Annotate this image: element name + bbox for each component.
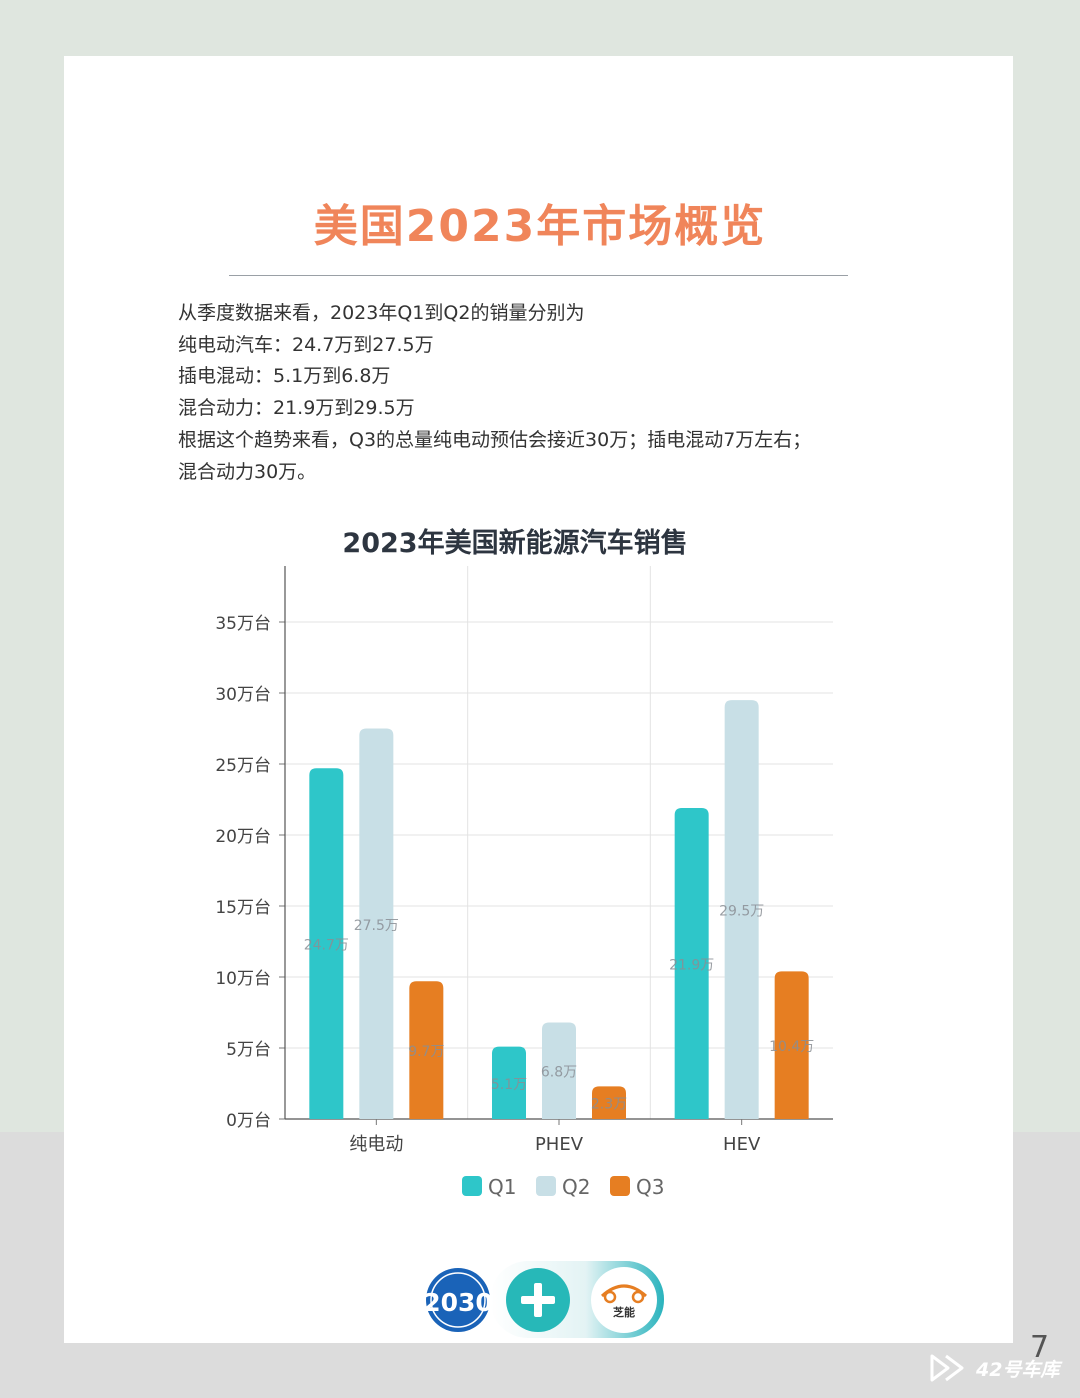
- title-divider: [229, 275, 848, 276]
- 2030-logo-icon: 2030: [423, 1268, 493, 1332]
- bar-q2: [542, 1022, 576, 1119]
- legend-label-q1: Q1: [488, 1175, 516, 1199]
- legend-swatch-q3: [610, 1176, 630, 1196]
- x-tick-label: HEV: [723, 1134, 761, 1155]
- bar-value-label: 24.7万: [304, 938, 349, 954]
- y-tick-label: 20万台: [215, 827, 271, 847]
- y-tick-label: 30万台: [215, 685, 271, 705]
- car-brand-logo-text: 芝能: [613, 1305, 635, 1319]
- intro-line: 插电混动：5.1万到6.8万: [178, 365, 391, 388]
- intro-text: 从季度数据来看，2023年Q1到Q2的销量分别为 纯电动汽车：24.7万到27.…: [178, 298, 898, 488]
- bar-q1: [492, 1046, 526, 1119]
- legend-label-q3: Q3: [636, 1175, 664, 1199]
- legend-swatch-q1: [462, 1176, 482, 1196]
- legend-swatch-q2: [536, 1176, 556, 1196]
- intro-line: 根据这个趋势来看，Q3的总量纯电动预估会接近30万；插电混动7万左右；: [178, 428, 812, 451]
- y-tick-label: 0万台: [226, 1111, 271, 1131]
- bar-chart: 2023年美国新能源汽车销售 0万台 5万台 10万台 15万台 20万台 25万台 30万台…: [215, 527, 833, 1199]
- page-card: [64, 56, 1013, 1343]
- watermark-logo-icon: [930, 1354, 964, 1382]
- page-title: 美国2023年市场概览: [313, 201, 767, 252]
- intro-line: 混合动力30万。: [178, 460, 317, 483]
- x-tick-label: 纯电动: [349, 1134, 403, 1155]
- bar-value-label: 21.9万: [669, 958, 714, 974]
- bar-value-label: 10.4万: [769, 1039, 814, 1055]
- 2030-logo-text: 2030: [423, 1288, 493, 1317]
- bar-q3: [592, 1086, 626, 1119]
- bar-value-label: 27.5万: [354, 918, 399, 934]
- bar-q1: [674, 808, 709, 1119]
- bar-q2: [724, 700, 759, 1119]
- bar-value-label: 29.5万: [719, 904, 764, 920]
- bar-value-label: 6.8万: [541, 1065, 577, 1081]
- plus-icon: [506, 1268, 570, 1332]
- intro-line: 纯电动汽车：24.7万到27.5万: [178, 333, 434, 356]
- watermark-text: 42号车库: [976, 1358, 1060, 1381]
- y-tick-label: 35万台: [215, 614, 271, 634]
- bar-value-label: 5.1万: [491, 1077, 527, 1093]
- bar-q1: [309, 768, 344, 1119]
- bar-value-label: 9.7万: [408, 1044, 444, 1060]
- bar-q3: [409, 981, 444, 1119]
- intro-line: 从季度数据来看，2023年Q1到Q2的销量分别为: [178, 302, 585, 324]
- y-tick-label: 25万台: [215, 756, 271, 776]
- y-tick-label: 5万台: [226, 1040, 271, 1060]
- car-brand-logo-icon: 芝能: [591, 1267, 657, 1333]
- page-number: 7: [1030, 1330, 1050, 1365]
- legend-label-q2: Q2: [562, 1175, 590, 1199]
- watermark: 42号车库: [928, 1348, 1059, 1388]
- bar-q2: [359, 728, 394, 1119]
- x-tick-label: PHEV: [535, 1134, 584, 1155]
- y-tick-label: 10万台: [215, 969, 271, 989]
- y-tick-label: 15万台: [215, 898, 271, 918]
- bar-value-label: 2.3万: [591, 1097, 627, 1113]
- chart-title: 2023年美国新能源汽车销售: [342, 527, 687, 559]
- bar-q3: [774, 971, 809, 1119]
- intro-line: 混合动力：21.9万到29.5万: [178, 397, 415, 420]
